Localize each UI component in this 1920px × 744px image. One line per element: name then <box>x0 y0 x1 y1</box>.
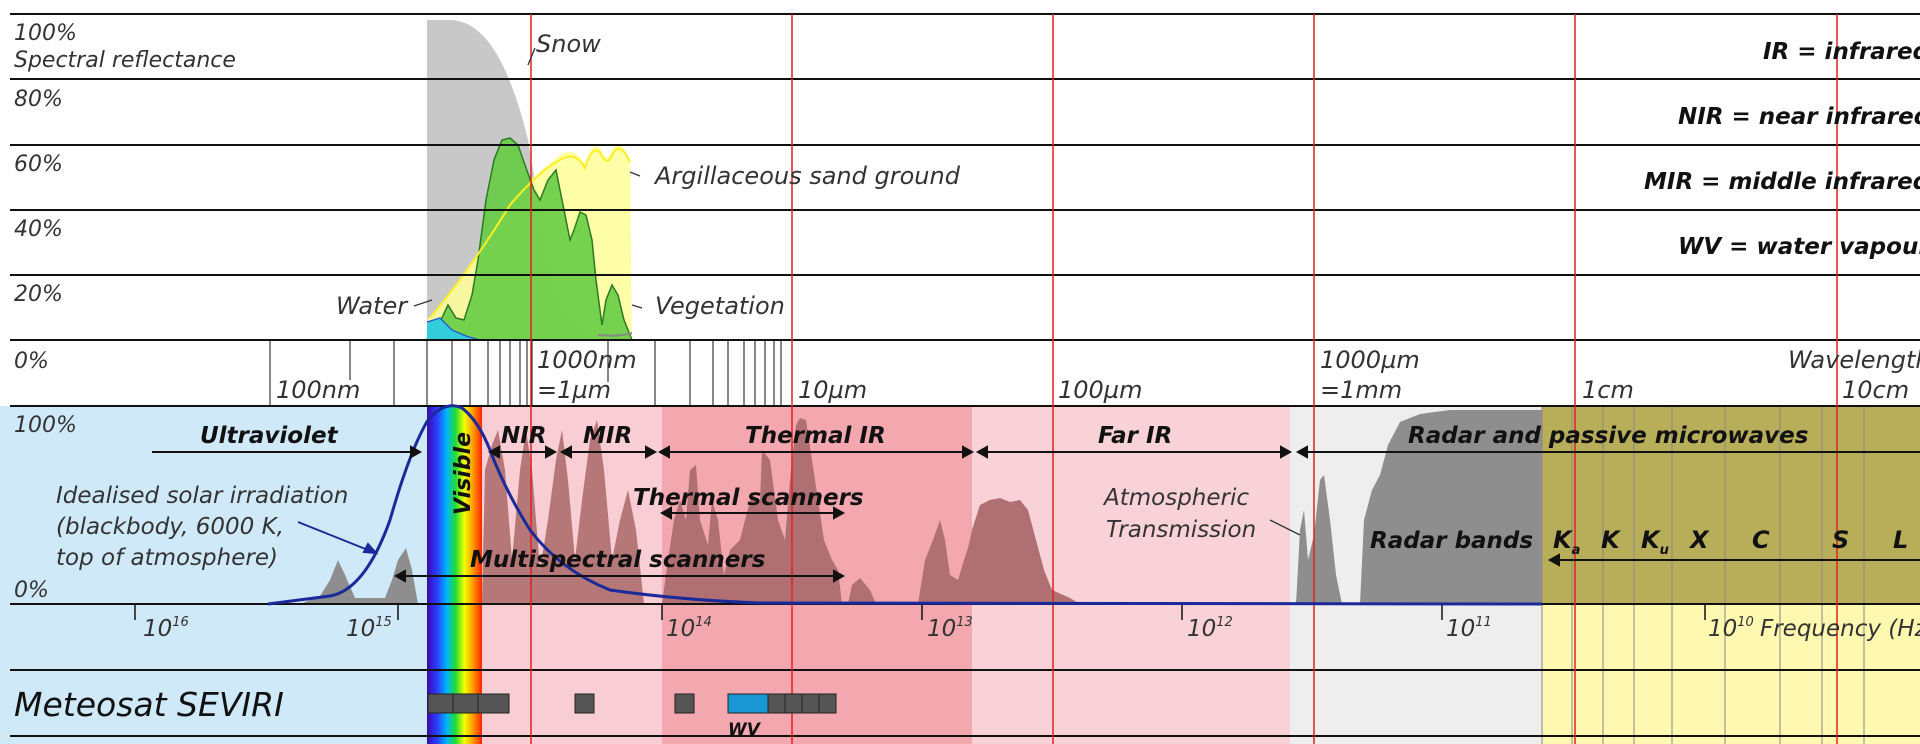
reflectance-tick-80: 80% <box>14 87 63 112</box>
visible-label: Visible <box>451 432 476 515</box>
thermal-scanners-label: Thermal scanners <box>633 485 864 511</box>
band-c: C <box>1752 526 1770 554</box>
seviri-channel <box>674 693 695 714</box>
seviri-channel <box>477 693 510 714</box>
solar-irradiation-line3: top of atmosphere) <box>56 545 278 571</box>
seviri-channel <box>801 693 820 714</box>
thermal-ir-label: Thermal IR <box>745 423 886 449</box>
wavelength-labels: 100nm 1000nm =1µm 10µm 100µm 1000µm =1mm… <box>276 346 1920 404</box>
band-ka: Ka <box>1553 526 1580 558</box>
legend-ir: IR = infrared <box>1763 39 1920 65</box>
sand-label: Argillaceous sand ground <box>653 162 961 190</box>
atmospheric-transmission-line1: Atmospheric <box>1102 485 1249 511</box>
red-gridlines <box>530 14 1838 744</box>
abbreviation-legend: IR = infrared NIR = near infrared MIR = … <box>1644 39 1920 260</box>
freq-1e14: 1014 <box>666 615 712 642</box>
reflectance-tick-0: 0% <box>14 349 49 374</box>
water-curve <box>427 318 480 340</box>
seviri-row: Meteosat SEVIRI WV <box>14 685 762 740</box>
multispectral-scanners-label: Multispectral scanners <box>470 547 765 573</box>
water-label: Water <box>336 292 409 320</box>
wavelength-10cm: 10cm <box>1842 376 1909 404</box>
frequency-axis-name: Frequency (Hz) <box>1760 616 1920 642</box>
spectrum-percent-top: 100% <box>14 413 77 438</box>
reflectance-tick-20: 20% <box>14 282 63 307</box>
freq-1e15: 1015 <box>346 615 392 642</box>
leader-lines <box>413 47 1301 536</box>
seviri-channel <box>452 693 479 714</box>
vegetation-label: Vegetation <box>655 292 785 320</box>
band-s: S <box>1832 526 1849 554</box>
freq-1e13: 1013 <box>927 615 973 642</box>
radar-band-separators <box>1541 406 1865 744</box>
mir-label: MIR <box>583 423 632 449</box>
reflectance-tick-40: 40% <box>14 217 63 242</box>
wavelength-100um: 100µm <box>1058 376 1142 404</box>
reflectance-gridlines <box>10 13 1920 341</box>
wavelength-10um: 10µm <box>798 376 867 404</box>
seviri-wv-label: WV <box>728 720 762 740</box>
far-ir-label: Far IR <box>1098 423 1172 449</box>
solar-irradiation-curve <box>267 404 1543 606</box>
wavelength-100nm: 100nm <box>276 376 360 404</box>
wavelength-axis-name: Wavelength <box>1788 346 1920 374</box>
solar-irradiation-line1: Idealised solar irradiation <box>56 483 348 509</box>
seviri-channel <box>767 693 786 714</box>
nir-label: NIR <box>501 423 547 449</box>
snow-label: Snow <box>536 30 601 58</box>
ultraviolet-label: Ultraviolet <box>200 423 339 449</box>
atmospheric-transmission-shapes <box>300 410 1542 604</box>
seviri-channel-wv <box>727 693 769 714</box>
band-l: L <box>1893 526 1908 554</box>
reflectance-axis-title: Spectral reflectance <box>14 48 236 73</box>
seviri-channel <box>784 693 803 714</box>
reflectance-tick-100: 100% <box>14 21 77 46</box>
seviri-channels <box>427 693 837 714</box>
wavelength-1000nm: 1000nm <box>537 346 637 374</box>
legend-nir: NIR = near infrared <box>1678 104 1920 130</box>
sand-line <box>429 147 631 319</box>
legend-mir: MIR = middle infrared <box>1644 169 1920 195</box>
wavelength-ticks <box>269 340 782 406</box>
radar-band-letters: Ka K Ku X C S L <box>1553 526 1908 558</box>
seviri-channel <box>574 693 595 714</box>
frequency-ticks <box>134 604 1706 620</box>
curve-labels: Snow Argillaceous sand ground Water Vege… <box>336 30 961 320</box>
freq-1e10: 1010 <box>1708 615 1754 642</box>
band-arrows <box>152 445 1920 583</box>
reflectance-tick-60: 60% <box>14 152 63 177</box>
wavelength-1000um: 1000µm <box>1320 346 1420 374</box>
freq-1e11: 1011 <box>1446 615 1492 642</box>
freq-1e12: 1012 <box>1187 615 1233 642</box>
wavelength-1um: =1µm <box>537 376 611 404</box>
atmospheric-transmission-line2: Transmission <box>1106 517 1256 543</box>
band-ku: Ku <box>1641 526 1669 558</box>
spectrum-percent-bottom: 0% <box>14 578 49 603</box>
seviri-channel <box>427 693 454 714</box>
band-k: K <box>1601 526 1622 554</box>
band-x: X <box>1688 526 1710 554</box>
radar-bands-label: Radar bands <box>1370 528 1533 554</box>
spectrum-labels: 100% 0% Ultraviolet Visible NIR MIR Ther… <box>14 413 1808 603</box>
vegetation-curve <box>425 137 634 341</box>
radar-microwave-label: Radar and passive microwaves <box>1408 423 1808 449</box>
reflectance-axis: 100% Spectral reflectance 80% 60% 40% 20… <box>14 21 236 374</box>
solar-irradiation-line2: (blackbody, 6000 K, <box>56 514 284 540</box>
wavelength-1mm: =1mm <box>1320 376 1402 404</box>
reflectance-chart <box>425 20 634 341</box>
freq-1e16: 1016 <box>143 615 189 642</box>
wavelength-1cm: 1cm <box>1582 376 1634 404</box>
seviri-channel <box>818 693 837 714</box>
seviri-title: Meteosat SEVIRI <box>14 685 284 724</box>
solar-pointer <box>297 521 379 555</box>
legend-wv: WV = water vapour <box>1678 234 1920 260</box>
frequency-labels: 1016 1015 1014 1013 1012 1011 1010 Frequ… <box>143 615 1920 642</box>
